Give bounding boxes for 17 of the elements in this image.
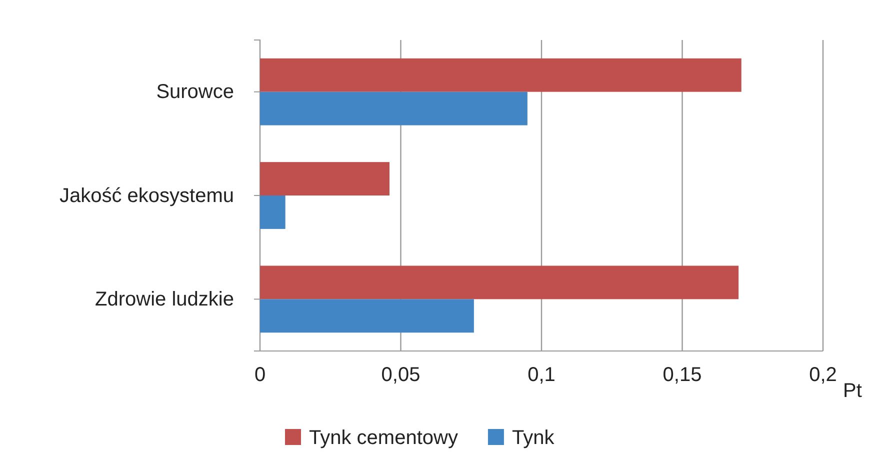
x-tick-label: 0,2 (809, 364, 837, 386)
bar (260, 196, 286, 229)
bar (260, 58, 742, 92)
bar (260, 162, 390, 196)
y-tick-label: Jakość ekosystemu (59, 184, 234, 207)
x-axis-title: Pt (843, 380, 862, 402)
bar (260, 266, 739, 300)
x-tick-label: 0 (254, 364, 266, 386)
legend-label: Tynk cementowy (309, 427, 458, 449)
x-tick-label: 0,15 (662, 364, 702, 386)
x-tick-label: 0,1 (528, 364, 556, 386)
bar (260, 92, 528, 126)
bar (260, 299, 474, 333)
y-tick-label: Zdrowie ludzkie (95, 288, 234, 311)
y-tick-label: Surowce (156, 81, 234, 104)
x-tick-label: 0,05 (381, 364, 420, 386)
legend-label: Tynk (512, 427, 556, 449)
